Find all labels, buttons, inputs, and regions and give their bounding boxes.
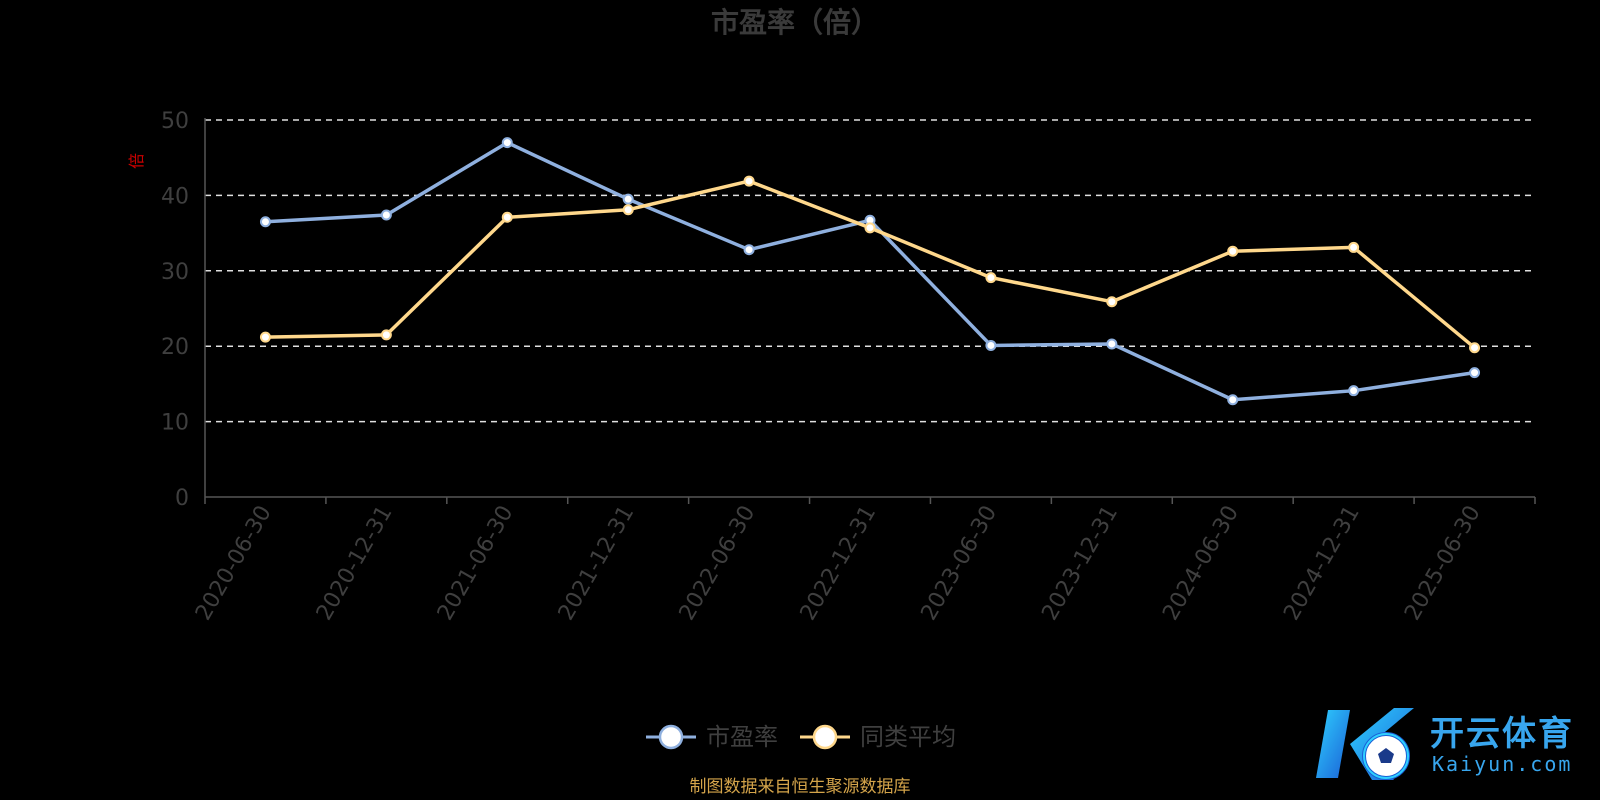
watermark-en: Kaiyun.com — [1432, 752, 1573, 776]
legend[interactable]: 市盈率 同类平均 — [646, 723, 956, 751]
series-point-0[interactable] — [501, 137, 513, 149]
x-tick-label: 2025-06-30 — [1400, 502, 1486, 625]
watermark-logo: 开云体育 Kaiyun.com — [1310, 700, 1590, 790]
y-tick-label: 50 — [161, 109, 189, 134]
x-tick-label: 2020-06-30 — [191, 502, 277, 625]
y-tick-labels: 0 10 20 30 40 50 — [161, 109, 189, 511]
series-point-0[interactable] — [622, 193, 634, 205]
x-tick-label: 2023-06-30 — [917, 502, 1003, 625]
series-group — [259, 137, 1481, 406]
chart-title: 市盈率（倍） — [711, 6, 879, 39]
x-tick-labels: 2020-06-30 2020-12-31 2021-06-30 2021-12-31… — [191, 502, 1486, 625]
series-point-1[interactable] — [985, 272, 997, 284]
grid-lines — [205, 119, 1535, 423]
series-point-0[interactable] — [1348, 385, 1360, 397]
legend-item-peer-avg[interactable]: 同类平均 — [800, 723, 956, 751]
series-point-0[interactable] — [743, 244, 755, 256]
y-tick-label: 0 — [175, 486, 189, 511]
series-point-0[interactable] — [985, 339, 997, 351]
series-point-0[interactable] — [1227, 394, 1239, 406]
series-point-0[interactable] — [259, 216, 271, 228]
x-tick-label: 2022-12-31 — [796, 502, 882, 625]
x-tick-label: 2022-06-30 — [675, 502, 761, 625]
y-tick-label: 20 — [161, 335, 189, 360]
y-tick-label: 40 — [161, 184, 189, 209]
x-tick-label: 2024-12-31 — [1279, 502, 1365, 625]
series-point-0[interactable] — [380, 209, 392, 221]
y-axis-label: 倍 — [127, 153, 146, 169]
legend-label-peer-avg: 同类平均 — [860, 723, 956, 751]
x-tick-label: 2021-12-31 — [554, 502, 640, 625]
axes — [204, 118, 1536, 504]
legend-item-pe[interactable]: 市盈率 — [646, 723, 778, 751]
series-point-1[interactable] — [1469, 342, 1481, 354]
series-point-1[interactable] — [622, 204, 634, 216]
series-point-0[interactable] — [1469, 367, 1481, 379]
series-point-1[interactable] — [1348, 241, 1360, 253]
y-tick-label: 30 — [161, 260, 189, 285]
x-tick-label: 2020-12-31 — [312, 502, 398, 625]
x-tick-label: 2021-06-30 — [433, 502, 519, 625]
series-point-1[interactable] — [1106, 296, 1118, 308]
series-point-1[interactable] — [1227, 245, 1239, 257]
y-tick-label: 10 — [161, 411, 189, 436]
x-tick-label: 2023-12-31 — [1037, 502, 1123, 625]
series-point-1[interactable] — [864, 222, 876, 234]
series-point-0[interactable] — [1106, 338, 1118, 350]
x-tick-label: 2024-06-30 — [1158, 502, 1244, 625]
source-note: 制图数据来自恒生聚源数据库 — [690, 777, 911, 797]
series-point-1[interactable] — [380, 329, 392, 341]
series-point-1[interactable] — [743, 175, 755, 187]
k-ball-logo-icon — [1316, 708, 1414, 780]
series-line-1 — [265, 179, 1476, 350]
legend-label-pe: 市盈率 — [706, 723, 778, 751]
series-point-1[interactable] — [259, 331, 271, 343]
watermark-cn: 开云体育 — [1430, 714, 1574, 754]
series-point-1[interactable] — [501, 211, 513, 223]
